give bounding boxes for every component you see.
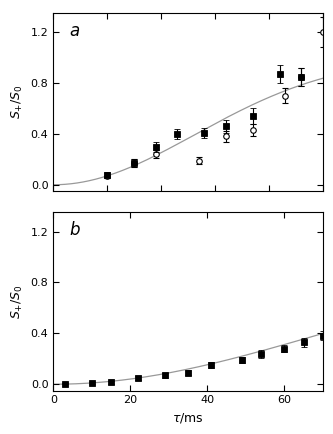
Text: b: b [70,221,80,240]
Y-axis label: $S_{+}/S_0$: $S_{+}/S_0$ [10,85,25,119]
Text: a: a [70,22,80,40]
X-axis label: $\tau$/ms: $\tau$/ms [172,411,204,425]
Y-axis label: $S_{+}/S_0$: $S_{+}/S_0$ [10,284,25,319]
